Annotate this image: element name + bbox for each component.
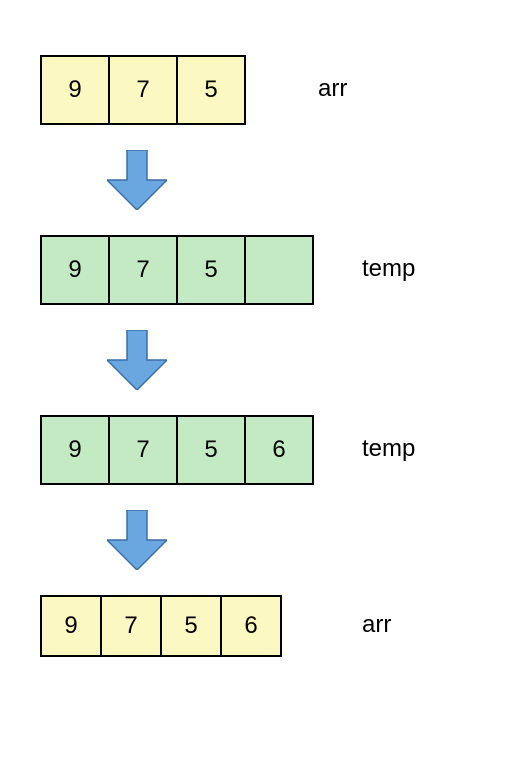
array-cell: 6 bbox=[244, 415, 314, 485]
array-cell: 5 bbox=[176, 415, 246, 485]
temp-empty-label: temp bbox=[362, 255, 415, 283]
array-cell: 7 bbox=[100, 595, 162, 657]
down-arrow-icon bbox=[107, 150, 167, 210]
array-cell: 5 bbox=[176, 235, 246, 305]
arr-final: 9756 bbox=[40, 595, 282, 657]
array-cell: 5 bbox=[160, 595, 222, 657]
temp-filled-label: temp bbox=[362, 435, 415, 463]
array-cell: 9 bbox=[40, 235, 110, 305]
arr-final-cells: 9756 bbox=[40, 595, 282, 657]
array-cell: 7 bbox=[108, 55, 178, 125]
arr-initial-cells: 975 bbox=[40, 55, 246, 125]
arr-final-label: arr bbox=[362, 611, 391, 639]
array-cell: 5 bbox=[176, 55, 246, 125]
array-cell: 9 bbox=[40, 55, 110, 125]
arrow-1 bbox=[107, 150, 167, 215]
arr-initial-label: arr bbox=[318, 75, 347, 103]
temp-filled: 9756 bbox=[40, 415, 314, 485]
array-cell: 7 bbox=[108, 235, 178, 305]
arr-initial: 975 bbox=[40, 55, 246, 125]
arrow-2 bbox=[107, 330, 167, 395]
down-arrow-icon bbox=[107, 510, 167, 570]
down-arrow-icon bbox=[107, 330, 167, 390]
temp-filled-cells: 9756 bbox=[40, 415, 314, 485]
array-cell: 7 bbox=[108, 415, 178, 485]
array-cell: 9 bbox=[40, 595, 102, 657]
array-cell: 6 bbox=[220, 595, 282, 657]
arrow-3 bbox=[107, 510, 167, 575]
temp-empty-cells: 975 bbox=[40, 235, 314, 305]
array-cell bbox=[244, 235, 314, 305]
temp-empty: 975 bbox=[40, 235, 314, 305]
array-cell: 9 bbox=[40, 415, 110, 485]
